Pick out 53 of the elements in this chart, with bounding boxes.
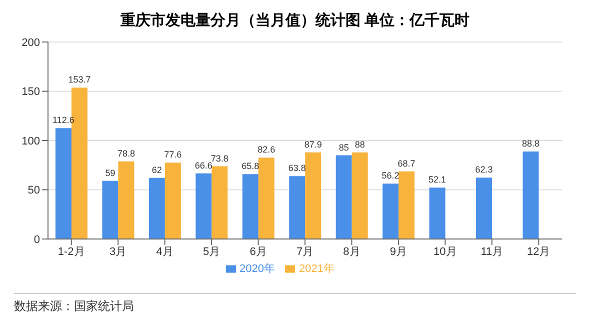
data-label: 82.6	[258, 144, 276, 155]
bar	[118, 161, 134, 239]
x-tick-label: 1-2月	[58, 246, 85, 258]
data-label: 78.8	[117, 148, 135, 158]
bar	[258, 158, 274, 239]
bar	[148, 178, 165, 239]
y-tick-label: 100	[22, 135, 40, 148]
bar	[212, 166, 228, 239]
data-label: 62.3	[475, 164, 493, 175]
bar	[398, 171, 415, 239]
bar	[382, 184, 399, 239]
bar	[476, 178, 492, 239]
data-label: 88	[354, 139, 365, 150]
bar	[289, 176, 306, 239]
y-tick-label: 150	[22, 86, 40, 98]
bar	[336, 155, 352, 239]
data-label: 68.7	[398, 158, 416, 168]
x-tick-label: 12月	[527, 246, 550, 258]
data-label: 62	[152, 164, 162, 175]
data-label: 59	[105, 168, 116, 178]
bar	[522, 152, 539, 239]
chart-title: 重庆市发电量分月（当月值）统计图 单位：亿千瓦时	[119, 11, 471, 31]
bar	[242, 174, 258, 239]
source-note: 数据来源：国家统计局	[14, 299, 134, 313]
x-tick-label: 8月	[343, 246, 360, 258]
x-tick-label: 4月	[156, 246, 174, 258]
bar	[305, 152, 322, 239]
legend-label: 2020年	[240, 263, 275, 275]
x-tick-label: 3月	[110, 246, 127, 258]
data-label: 88.8	[522, 138, 540, 149]
y-tick-label: 50	[28, 184, 40, 197]
bar	[55, 128, 72, 239]
bar	[196, 173, 212, 239]
x-tick-label: 10月	[434, 246, 457, 258]
data-label: 66.6	[194, 160, 212, 170]
data-label: 85	[338, 142, 349, 152]
data-label: 87.9	[304, 139, 322, 150]
data-label: 153.7	[68, 74, 91, 85]
x-tick-label: 7月	[296, 246, 314, 258]
bar	[352, 152, 368, 239]
bar	[102, 180, 118, 239]
x-tick-label: 5月	[202, 246, 220, 258]
data-label: 73.8	[210, 153, 228, 164]
legend-label: 2021年	[299, 263, 334, 275]
data-label: 77.6	[164, 150, 182, 160]
x-tick-label: 9月	[390, 246, 408, 258]
bar	[429, 188, 446, 239]
x-tick-label: 6月	[250, 246, 267, 258]
y-tick-label: 200	[22, 36, 40, 49]
bar	[164, 162, 181, 239]
y-tick-label: 0	[34, 234, 40, 246]
data-label: 52.1	[428, 174, 446, 185]
x-tick-label: 11月	[480, 246, 504, 258]
